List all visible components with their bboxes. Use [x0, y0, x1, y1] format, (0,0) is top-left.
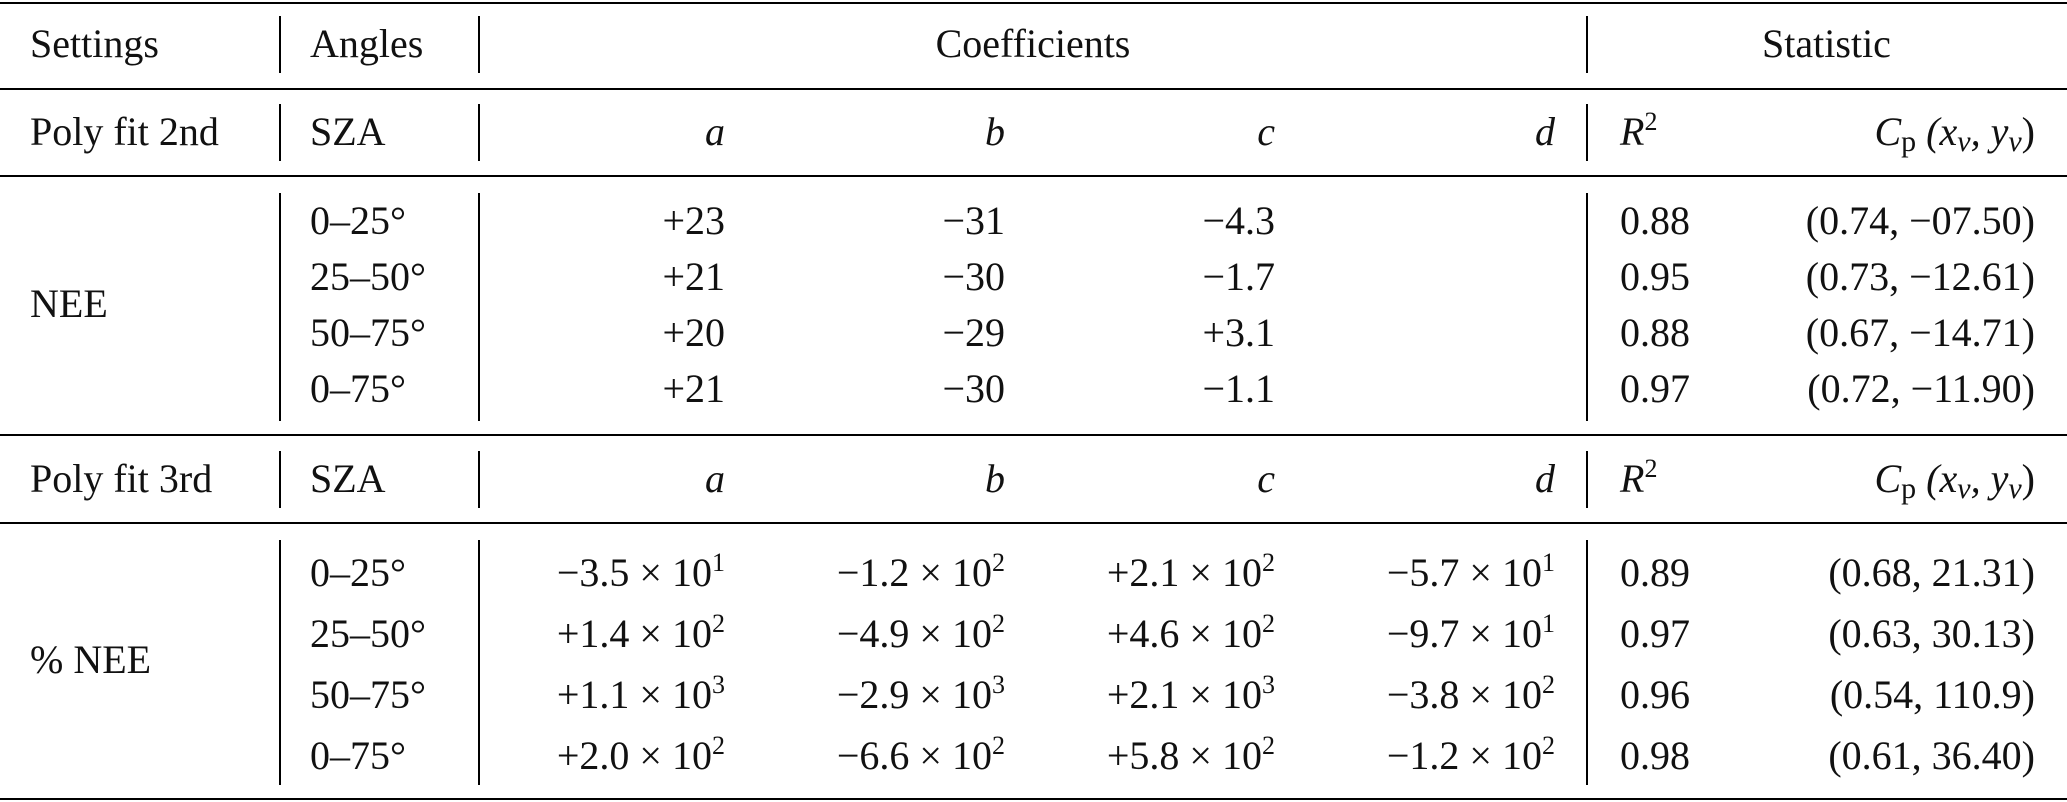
cell-r2: 0.88: [1620, 310, 1690, 355]
cell-r2: 0.89: [1620, 550, 1690, 595]
cell-a: +23: [662, 198, 725, 243]
section1-group-label: NEE: [30, 281, 108, 326]
cell-a: +1.4 × 102: [556, 609, 725, 657]
cell-cp: (0.63, 30.13): [1828, 611, 2035, 656]
cell-a: +21: [662, 366, 725, 411]
vrule: [279, 16, 281, 73]
cell-d: −1.2 × 102: [1386, 731, 1555, 779]
cell-cp: (0.67, −14.71): [1805, 310, 2035, 355]
table-row-angle: 0–75°: [310, 366, 406, 411]
header-settings: Settings: [30, 21, 159, 66]
cell-cp: (0.61, 36.40): [1828, 733, 2035, 778]
col-cp-header: Cp (xv, yv): [1874, 456, 2035, 505]
cell-d: −9.7 × 101: [1386, 609, 1555, 657]
vrule: [478, 540, 480, 785]
col-b-header: b: [985, 456, 1005, 501]
table-row-angle: 50–75°: [310, 672, 426, 717]
col-a-header: a: [705, 456, 725, 501]
cell-d: −3.8 × 102: [1386, 670, 1555, 718]
cell-cp: (0.68, 21.31): [1828, 550, 2035, 595]
cell-a: +2.0 × 102: [556, 731, 725, 779]
vrule: [1586, 16, 1588, 73]
cell-cp: (0.74, −07.50): [1805, 198, 2035, 243]
vrule: [478, 193, 480, 421]
header-coefficients: Coefficients: [935, 21, 1131, 66]
col-r2-header: R2: [1620, 454, 1658, 502]
cell-b: −1.2 × 102: [836, 548, 1005, 596]
cell-c: +3.1: [1202, 310, 1275, 355]
cell-a: +21: [662, 254, 725, 299]
section2-angle-header: SZA: [310, 456, 386, 501]
vrule: [1586, 104, 1588, 161]
cell-c: −1.7: [1202, 254, 1275, 299]
cell-c: +5.8 × 102: [1106, 731, 1275, 779]
rule-section-divider: [0, 434, 2067, 436]
vrule: [279, 193, 281, 421]
cell-cp: (0.73, −12.61): [1805, 254, 2035, 299]
vrule: [478, 104, 480, 161]
section2-group-label: % NEE: [30, 637, 152, 682]
cell-cp: (0.54, 110.9): [1829, 672, 2035, 717]
cell-r2: 0.88: [1620, 198, 1690, 243]
cell-c: +2.1 × 103: [1106, 670, 1275, 718]
cell-r2: 0.97: [1620, 366, 1690, 411]
cell-a: +1.1 × 103: [556, 670, 725, 718]
cell-a: +20: [662, 310, 725, 355]
table-row-angle: 50–75°: [310, 310, 426, 355]
section1-angle-header: SZA: [310, 109, 386, 154]
cell-b: −4.9 × 102: [836, 609, 1005, 657]
cell-cp: (0.72, −11.90): [1807, 366, 2035, 411]
cell-c: +2.1 × 102: [1106, 548, 1275, 596]
cell-b: −31: [942, 198, 1005, 243]
rule-section1-header: [0, 175, 2067, 177]
vrule: [279, 540, 281, 785]
col-d-header: d: [1535, 109, 1555, 154]
cell-b: −30: [942, 254, 1005, 299]
cell-c: −4.3: [1202, 198, 1275, 243]
cell-b: −29: [942, 310, 1005, 355]
col-r2-header: R2: [1620, 107, 1658, 155]
col-a-header: a: [705, 109, 725, 154]
cell-a: −3.5 × 101: [556, 548, 725, 596]
cell-d: −5.7 × 101: [1386, 548, 1555, 596]
rule-top: [0, 2, 2067, 4]
col-b-header: b: [985, 109, 1005, 154]
header-statistic: Statistic: [1762, 21, 1891, 66]
cell-b: −30: [942, 366, 1005, 411]
vrule: [1586, 193, 1588, 421]
table-row-angle: 0–25°: [310, 198, 406, 243]
table-row-angle: 0–75°: [310, 733, 406, 778]
vrule: [478, 451, 480, 508]
cell-r2: 0.95: [1620, 254, 1690, 299]
vrule: [279, 104, 281, 161]
vrule: [279, 451, 281, 508]
col-c-header: c: [1257, 456, 1275, 501]
vrule: [1586, 451, 1588, 508]
header-angles: Angles: [310, 21, 424, 66]
table-row-angle: 25–50°: [310, 254, 426, 299]
vrule: [478, 16, 480, 73]
cell-b: −6.6 × 102: [836, 731, 1005, 779]
section1-fit-label: Poly fit 2nd: [30, 109, 219, 154]
cell-c: +4.6 × 102: [1106, 609, 1275, 657]
vrule: [1586, 540, 1588, 785]
rule-header: [0, 88, 2067, 90]
table-row-angle: 0–25°: [310, 550, 406, 595]
cell-c: −1.1: [1202, 366, 1275, 411]
rule-bottom: [0, 798, 2067, 800]
rule-section2-header: [0, 522, 2067, 524]
cell-r2: 0.97: [1620, 611, 1690, 656]
col-d-header: d: [1535, 456, 1555, 501]
col-c-header: c: [1257, 109, 1275, 154]
col-cp-header: Cp (xv, yv): [1874, 109, 2035, 158]
cell-r2: 0.96: [1620, 672, 1690, 717]
section2-fit-label: Poly fit 3rd: [30, 456, 213, 501]
table-row-angle: 25–50°: [310, 611, 426, 656]
cell-b: −2.9 × 103: [836, 670, 1005, 718]
cell-r2: 0.98: [1620, 733, 1690, 778]
